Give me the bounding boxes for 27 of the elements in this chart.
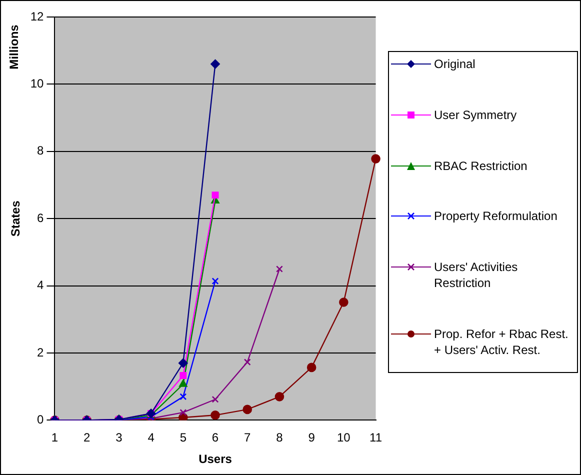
legend-label: Original [434, 56, 476, 72]
x-tick-label: 1 [51, 430, 58, 445]
legend-label: User Symmetry [434, 106, 517, 123]
y-tick-label: 10 [30, 76, 44, 91]
y-tick-label: 0 [37, 412, 44, 427]
y-tick-label: 4 [37, 278, 44, 292]
x-tick-label: 5 [180, 430, 187, 445]
x-tick-label: 8 [276, 430, 284, 445]
y-tick-label: 12 [30, 9, 44, 24]
x-axis-title: Users [198, 452, 232, 466]
x-tick-label: 4 [148, 430, 155, 445]
x-tick-label: 6 [212, 430, 219, 445]
y-tick-label: 6 [37, 210, 44, 225]
x-tick-label: 9 [308, 430, 316, 445]
y-tick-label: 8 [37, 144, 44, 158]
x-tick-label: 10 [336, 430, 351, 445]
y-axis-title: States [8, 200, 23, 237]
x-tick-label: 2 [84, 430, 91, 445]
legend-label: RBAC Restriction [434, 158, 528, 174]
legend-label: Property Reformulation [434, 208, 558, 224]
y-tick-label: 2 [37, 345, 44, 360]
x-tick-label: 3 [116, 430, 123, 445]
legend-label: Prop. Refor + Rbac Rest. + Users' Activ. Rest. [434, 326, 570, 358]
x-tick-label: 7 [244, 430, 252, 445]
x-tick-label: 11 [370, 430, 382, 445]
text: Millions [7, 24, 22, 70]
legend-label: Users' Activities Restriction [434, 259, 519, 292]
